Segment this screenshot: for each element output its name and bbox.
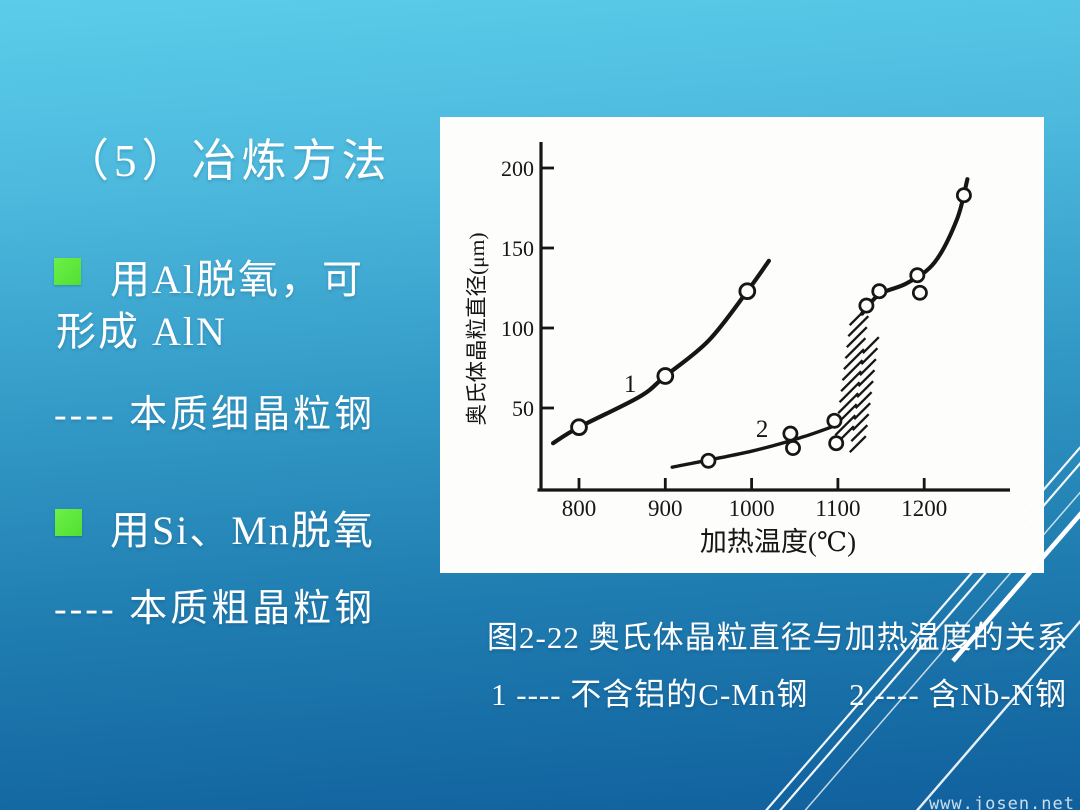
series-1-c-mn-steel: 1 (551, 258, 771, 446)
watermark: www.josen.net (928, 794, 1075, 810)
x-tick-label: 1200 (901, 496, 947, 521)
bullet1-text-line1: 用Al脱氧，可 (110, 257, 364, 302)
grain-size-vs-temperature-chart: 800 900 1000 1100 1200 50 100 150 200 加热温度(℃) 奥氏体晶… (465, 142, 1010, 557)
x-axis-title: 加热温度(℃) (700, 527, 856, 557)
series-2-point (785, 440, 801, 456)
series-2-point (909, 267, 926, 284)
y-tick-label: 150 (501, 236, 534, 261)
series-2-point (858, 297, 875, 314)
x-tick-label: 1000 (729, 496, 775, 521)
y-tick-label: 100 (501, 316, 534, 341)
series-2-point (911, 284, 928, 301)
series-1-inline-label: 1 (624, 371, 637, 398)
series-2-nb-n-steel: 2 (670, 177, 972, 469)
x-tick-label: 800 (562, 496, 597, 521)
figure-caption-legend: 1 ---- 不含铝的C-Mn钢 2 ---- 含Nb-N钢 (491, 677, 1067, 712)
square-bullet-icon (54, 258, 81, 285)
discontinuity-hatch (832, 304, 880, 454)
series-2-point (826, 412, 843, 429)
series-1-point (738, 282, 757, 301)
y-tick-label: 50 (512, 396, 534, 421)
slide-title: （5）冶炼方法 (64, 136, 392, 186)
chart-panel: 800 900 1000 1100 1200 50 100 150 200 加热温度(℃) 奥氏体晶… (440, 117, 1044, 573)
bullet2-note: ---- 本质粗晶粒钢 (54, 588, 376, 630)
figure-caption-title: 图2-22 奥氏体晶粒直径与加热温度的关系 (487, 620, 1069, 655)
series-1-point (656, 367, 675, 385)
bullet1-note: ---- 本质细晶粒钢 (54, 394, 376, 436)
series-2-point (700, 452, 717, 469)
square-bullet-icon (55, 509, 82, 536)
series-2-point (828, 435, 845, 452)
series-1-curve (551, 258, 771, 446)
series-1-point (570, 418, 588, 437)
series-2-point (871, 283, 888, 300)
series-2-point (782, 425, 799, 442)
y-tick-label: 200 (501, 156, 534, 181)
chart-axes: 800 900 1000 1100 1200 50 100 150 200 加热温度(℃) 奥氏体晶… (465, 142, 1010, 557)
x-tick-label: 900 (648, 496, 683, 521)
y-axis-title: 奥氏体晶粒直径(μm) (465, 232, 489, 425)
bullet1-text-line2: 形成 AlN (56, 309, 227, 354)
series-2-inline-label: 2 (756, 416, 769, 443)
series-2-point (955, 187, 972, 204)
x-tick-label: 1100 (815, 496, 860, 521)
bullet2-text-line1: 用Si、Mn脱氧 (110, 508, 375, 553)
